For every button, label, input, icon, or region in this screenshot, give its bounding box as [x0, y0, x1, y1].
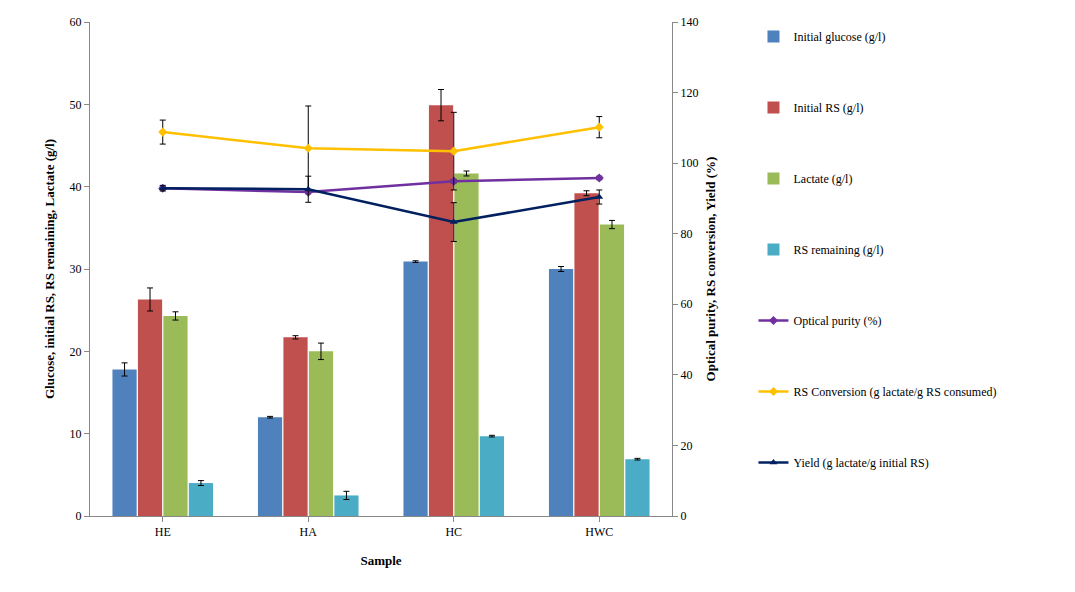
svg-text:HWC: HWC: [585, 525, 613, 539]
svg-text:Initial glucose (g/l): Initial glucose (g/l): [793, 30, 885, 44]
svg-text:10: 10: [70, 427, 82, 441]
svg-text:140: 140: [680, 15, 698, 29]
svg-text:HC: HC: [445, 525, 462, 539]
svg-text:20: 20: [70, 345, 82, 359]
svg-text:RS Conversion (g lactate/g RS: RS Conversion (g lactate/g RS consumed): [793, 385, 996, 399]
svg-text:Glucose, initial RS, RS remain: Glucose, initial RS, RS remaining, Lacta…: [42, 139, 57, 399]
svg-text:100: 100: [680, 156, 698, 170]
svg-text:Lactate (g/l): Lactate (g/l): [793, 172, 852, 186]
svg-text:Optical purity, RS conversion,: Optical purity, RS conversion, Yield (%): [703, 157, 718, 382]
svg-text:50: 50: [70, 98, 82, 112]
svg-text:0: 0: [76, 509, 82, 523]
svg-text:40: 40: [70, 180, 82, 194]
svg-text:RS remaining (g/l): RS remaining (g/l): [793, 243, 883, 257]
svg-text:80: 80: [680, 227, 692, 241]
svg-text:60: 60: [680, 297, 692, 311]
svg-text:Initial RS (g/l): Initial RS (g/l): [793, 101, 863, 115]
svg-text:Yield (g lactate/g initial RS): Yield (g lactate/g initial RS): [793, 456, 928, 470]
svg-text:HA: HA: [300, 525, 318, 539]
svg-text:Optical purity (%): Optical purity (%): [793, 314, 881, 328]
svg-text:30: 30: [70, 262, 82, 276]
svg-text:0: 0: [680, 509, 686, 523]
svg-text:60: 60: [70, 15, 82, 29]
svg-text:HE: HE: [155, 525, 171, 539]
svg-text:40: 40: [680, 368, 692, 382]
svg-text:20: 20: [680, 439, 692, 453]
svg-text:120: 120: [680, 86, 698, 100]
svg-text:Sample: Sample: [360, 553, 401, 568]
